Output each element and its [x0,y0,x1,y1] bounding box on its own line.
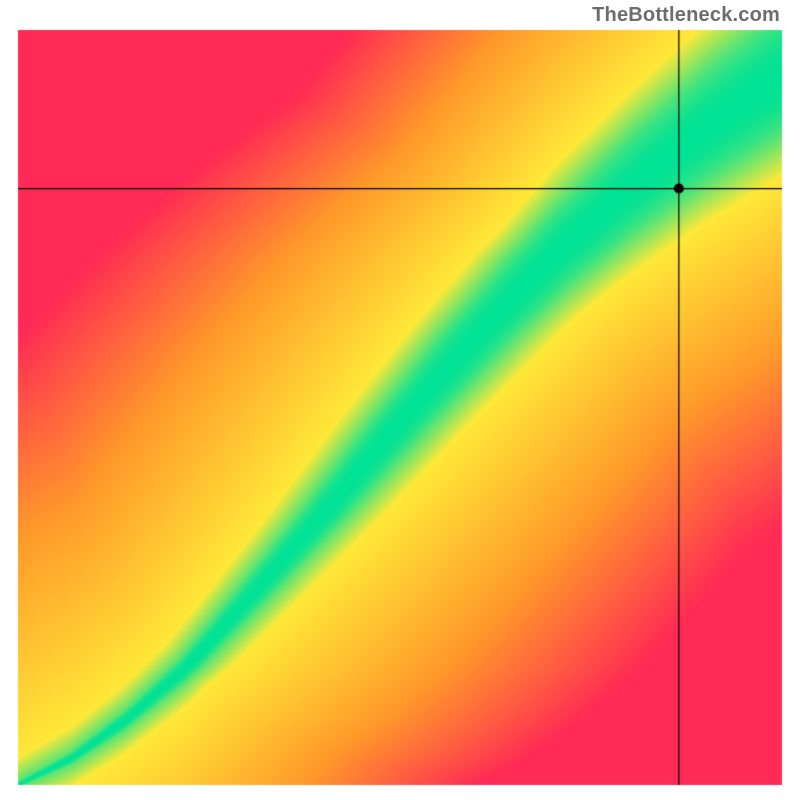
chart-stage: TheBottleneck.com [0,0,800,800]
watermark-text: TheBottleneck.com [592,4,780,27]
bottleneck-heatmap [0,0,800,800]
